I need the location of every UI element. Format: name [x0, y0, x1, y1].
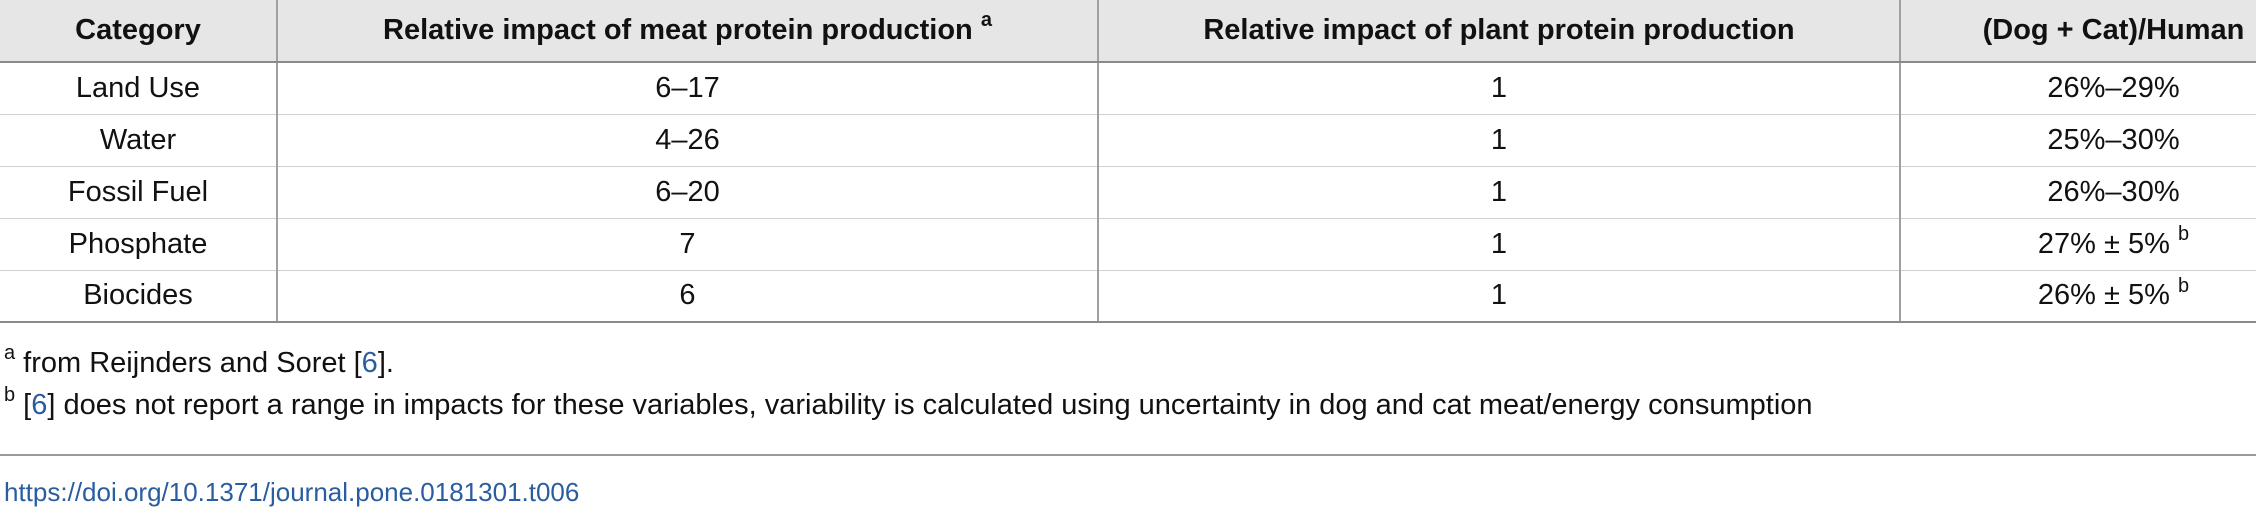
- header-meat-impact: Relative impact of meat protein producti…: [276, 0, 1098, 63]
- cell-meat: 6: [276, 270, 1098, 323]
- cell-plant: 1: [1097, 270, 1900, 323]
- footnote-a: a from Reijnders and Soret [6].: [4, 342, 394, 379]
- footnote-a-marker: a: [4, 342, 16, 365]
- cell-plant: 1: [1097, 114, 1900, 167]
- data-table-container: Category Relative impact of meat protein…: [0, 0, 2256, 323]
- footnote-marker-b: b: [2177, 222, 2190, 245]
- footnote-b-marker: b: [4, 384, 16, 407]
- footnote-marker-a: a: [980, 9, 992, 32]
- reference-link[interactable]: 6: [31, 389, 48, 421]
- table-row: Biocides 6 1 26% ± 5% b: [0, 270, 2256, 323]
- footnote-b: b [6] does not report a range in impacts…: [4, 384, 1813, 421]
- cell-meat: 7: [276, 218, 1098, 271]
- header-plant-impact: Relative impact of plant protein product…: [1097, 0, 1900, 63]
- impact-table: Category Relative impact of meat protein…: [0, 0, 2256, 323]
- cell-ratio: 25%–30%: [1899, 114, 2256, 167]
- divider: [0, 454, 2256, 456]
- cell-category: Land Use: [0, 62, 277, 115]
- table-row: Fossil Fuel 6–20 1 26%–30%: [0, 166, 2256, 219]
- cell-meat: 6–17: [276, 62, 1098, 115]
- cell-meat: 4–26: [276, 114, 1098, 167]
- table-row: Land Use 6–17 1 26%–29%: [0, 62, 2256, 115]
- table-footnotes: a from Reijnders and Soret [6]. b [6] do…: [4, 342, 1813, 426]
- reference-link[interactable]: 6: [361, 347, 378, 379]
- cell-category: Phosphate: [0, 218, 277, 271]
- cell-ratio: 26% ± 5% b: [1899, 270, 2256, 323]
- cell-plant: 1: [1097, 218, 1900, 271]
- table-row: Water 4–26 1 25%–30%: [0, 114, 2256, 167]
- header-category: Category: [0, 0, 277, 63]
- cell-plant: 1: [1097, 62, 1900, 115]
- header-ratio: (Dog + Cat)/Human: [1899, 0, 2256, 63]
- cell-category: Fossil Fuel: [0, 166, 277, 219]
- cell-category: Biocides: [0, 270, 277, 323]
- cell-plant: 1: [1097, 166, 1900, 219]
- cell-ratio: 26%–29%: [1899, 62, 2256, 115]
- table-row: Phosphate 7 1 27% ± 5% b: [0, 218, 2256, 271]
- cell-ratio: 26%–30%: [1899, 166, 2256, 219]
- footnote-marker-b: b: [2177, 274, 2190, 297]
- table-header-row: Category Relative impact of meat protein…: [0, 0, 2256, 63]
- cell-category: Water: [0, 114, 277, 167]
- cell-ratio: 27% ± 5% b: [1899, 218, 2256, 271]
- cell-meat: 6–20: [276, 166, 1098, 219]
- doi-link[interactable]: https://doi.org/10.1371/journal.pone.018…: [4, 477, 580, 507]
